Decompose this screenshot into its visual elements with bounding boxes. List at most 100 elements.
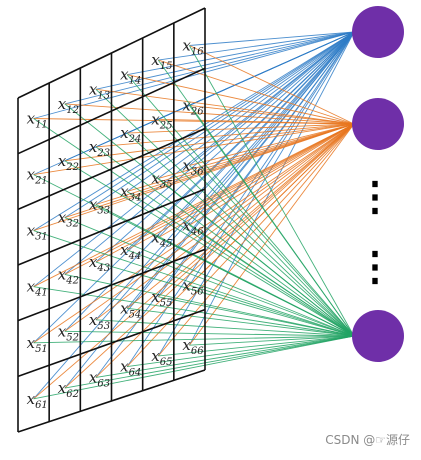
connection-line (33, 335, 355, 344)
connection-line (189, 45, 355, 337)
input-cell-label: x33 (89, 196, 110, 217)
input-cell-label: x64 (120, 358, 141, 379)
input-cell-label: x46 (182, 216, 204, 237)
connection-line (95, 31, 355, 90)
grid-horizontal-line (17, 369, 206, 433)
connection-line (189, 284, 355, 337)
input-cell-label: x45 (151, 229, 172, 250)
connection-line (189, 31, 355, 346)
connection-line (127, 335, 355, 368)
connection-line (158, 59, 355, 125)
connection-line (189, 335, 355, 346)
connection-line (157, 123, 355, 357)
connection-line (33, 123, 355, 400)
connection-line (64, 123, 355, 219)
ellipsis-bottom: ⋮ (355, 244, 395, 289)
connection-line (158, 296, 355, 337)
connection-line (95, 335, 355, 378)
connection-line (33, 230, 355, 337)
input-cell-label: x65 (151, 347, 172, 368)
connection-line (95, 31, 355, 205)
connection-line (33, 123, 355, 176)
input-cell-label: x51 (27, 334, 48, 355)
connection-line (33, 31, 355, 119)
input-cell-label: x13 (89, 80, 110, 101)
connection-line (126, 123, 355, 309)
connection-line (126, 31, 355, 192)
grid-horizontal-line (17, 67, 206, 155)
input-cell-label: x22 (58, 152, 79, 173)
input-cell-label: x36 (182, 156, 204, 177)
connection-lines (33, 31, 355, 400)
input-cell-label: x15 (151, 51, 172, 72)
watermark: CSDN @☞源仔 (325, 433, 410, 447)
connection-line (64, 31, 355, 218)
connection-line (33, 31, 355, 231)
input-cell-label: x14 (120, 66, 141, 87)
input-cell-label: x42 (58, 265, 79, 286)
connection-line (33, 123, 355, 232)
connection-line (33, 31, 355, 344)
connection-line (64, 123, 355, 162)
connection-line (33, 335, 355, 400)
input-labels: x11 x12 x13 x14 x15 x16 x21 x22 x23 x24 x25 x26 x31 x… (27, 37, 205, 411)
connection-line (64, 123, 355, 389)
output-neuron (352, 310, 404, 362)
connection-line (189, 45, 355, 125)
connection-line (189, 123, 355, 166)
connection-line (95, 88, 355, 125)
input-cell-label: x63 (89, 368, 110, 389)
input-cell-label: x34 (120, 183, 141, 204)
connection-line (126, 123, 355, 251)
connection-line (158, 123, 355, 179)
input-cell-label: x12 (58, 95, 79, 116)
connection-line (64, 330, 355, 337)
connection-line (126, 31, 355, 367)
grid-horizontal-line (17, 7, 206, 99)
grid-horizontal-line (17, 188, 206, 266)
input-cell-label: x24 (120, 124, 141, 145)
connection-line (64, 335, 355, 389)
connection-line (64, 217, 355, 337)
connection-line (158, 31, 355, 179)
connection-line (189, 104, 355, 125)
input-cell-label: x21 (27, 166, 48, 187)
input-cell-label: x11 (27, 110, 48, 131)
connection-line (158, 335, 355, 357)
connection-line (189, 224, 355, 337)
grid-horizontal-line (17, 248, 206, 322)
connection-line (126, 123, 355, 192)
grid-horizontal-line (17, 308, 206, 378)
connection-line (158, 178, 355, 337)
connection-line (127, 31, 355, 76)
connection-line (126, 74, 355, 337)
connection-line (64, 103, 355, 125)
grid-horizontal-line (17, 127, 206, 211)
connection-line (158, 31, 355, 61)
connection-line (127, 307, 355, 337)
connection-line (64, 123, 355, 275)
output-neuron (352, 6, 404, 58)
input-cell-label: x43 (89, 253, 110, 274)
connection-line (95, 88, 355, 337)
input-cell-label: x56 (182, 276, 204, 297)
connection-line (33, 31, 355, 288)
ellipsis-group: ⋮ ⋮ (355, 174, 395, 289)
input-cell-label: x44 (120, 241, 141, 262)
output-neurons (352, 6, 404, 362)
connection-line (158, 118, 355, 125)
connection-line (64, 160, 355, 337)
connection-line (95, 123, 355, 378)
connection-line (127, 123, 355, 134)
connection-line (127, 74, 355, 125)
connection-line (64, 31, 355, 275)
input-cell-label: x31 (27, 222, 48, 243)
input-cell-label: x55 (151, 288, 172, 309)
connection-line (64, 31, 355, 332)
input-cell-label: x25 (151, 110, 172, 131)
connection-line (158, 123, 355, 298)
input-cell-label: x23 (89, 138, 110, 159)
connection-line (189, 31, 355, 226)
